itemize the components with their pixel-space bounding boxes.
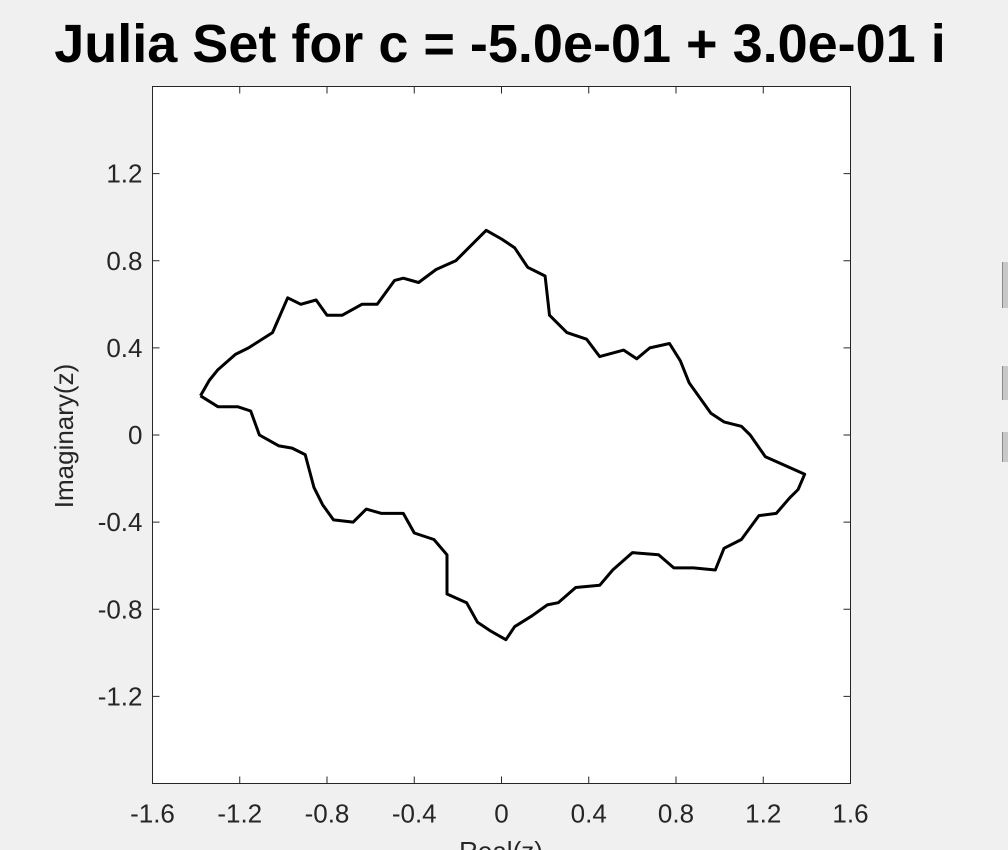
y-tick-label: -0.4 [98, 507, 143, 537]
x-tick-label: 0.8 [658, 799, 694, 829]
y-axis-label: Imaginary(z) [49, 364, 79, 508]
chart-title: Julia Set for c = -5.0e-01 + 3.0e-01 i [54, 14, 945, 74]
x-tick-label: -1.2 [217, 799, 262, 829]
x-tick-label: 0 [494, 799, 508, 829]
y-tick-label: 0 [128, 420, 142, 450]
x-axis: -1.6 -1.2 -0.8 -0.4 0 0.4 0.8 1.2 1.6 [130, 86, 869, 829]
x-tick-label: -0.4 [392, 799, 437, 829]
x-tick-label: 1.2 [745, 799, 781, 829]
x-tick-label: -0.8 [305, 799, 350, 829]
y-tick-label: 1.2 [106, 159, 142, 189]
window-edge-tab[interactable] [1002, 366, 1008, 400]
y-tick-label: -0.8 [98, 594, 143, 624]
x-tick-label: -1.6 [130, 799, 175, 829]
y-tick-label: 0.8 [106, 246, 142, 276]
y-tick-label: 0.4 [106, 333, 142, 363]
x-tick-label: 1.6 [832, 799, 868, 829]
y-tick-label: -1.2 [98, 681, 143, 711]
y-axis: 1.2 0.8 0.4 0 -0.4 -0.8 -1.2 [98, 159, 851, 711]
julia-set-boundary-line [199, 228, 807, 642]
x-tick-label: 0.4 [571, 799, 607, 829]
plot-area [152, 86, 851, 784]
window-edge-tab[interactable] [1002, 432, 1008, 462]
window-edge-tab[interactable] [1002, 262, 1008, 308]
x-axis-label: Real(z) [459, 836, 543, 850]
